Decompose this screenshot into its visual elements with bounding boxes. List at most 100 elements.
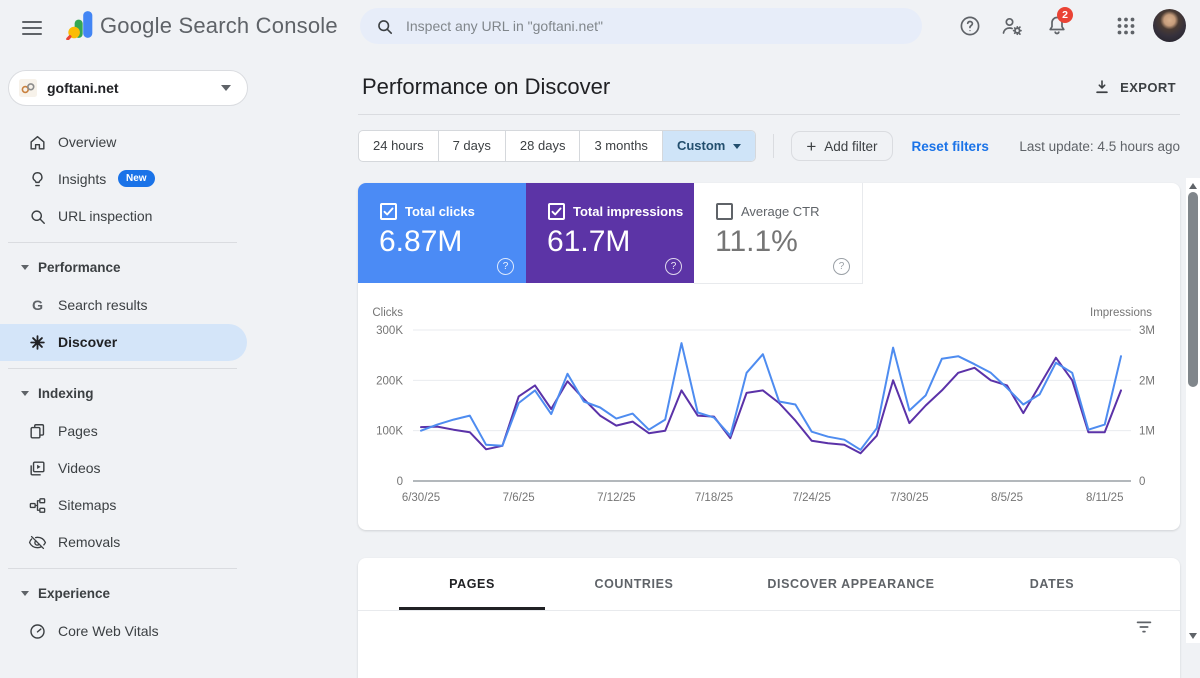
sidebar-item-url-inspection[interactable]: URL inspection — [0, 198, 260, 235]
property-favicon — [19, 79, 37, 97]
checkbox-checked-icon[interactable] — [380, 203, 397, 220]
sidebar-item-label: Removals — [58, 534, 121, 550]
sidebar-section-label: Indexing — [38, 386, 94, 401]
sidebar-item-label: Core Web Vitals — [58, 623, 159, 639]
menu-icon[interactable] — [22, 17, 42, 35]
svg-text:7/30/25: 7/30/25 — [890, 492, 928, 504]
metric-total-impressions[interactable]: Total impressions 61.7M ? — [526, 183, 694, 283]
metric-total-clicks[interactable]: Total clicks 6.87M ? — [358, 183, 526, 283]
checkbox-unchecked-icon[interactable] — [716, 203, 733, 220]
chevron-down-icon — [733, 143, 742, 149]
home-icon — [30, 135, 45, 150]
metric-label: Total impressions — [573, 204, 684, 219]
video-icon — [30, 461, 45, 476]
magnifier-icon — [31, 210, 45, 224]
search-console-logo-icon — [66, 11, 93, 40]
checkbox-checked-icon[interactable] — [548, 203, 565, 220]
metric-value: 6.87M — [379, 225, 463, 258]
performance-chart: 300K 3M 200K 2M 100K 1M 0 0 Clicks Impressions 6/3… — [372, 307, 1155, 504]
metric-value: 11.1% — [715, 225, 798, 258]
svg-text:8/11/25: 8/11/25 — [1086, 492, 1124, 504]
scrollbar-thumb[interactable] — [1188, 192, 1198, 387]
sidebar-section-label: Experience — [38, 586, 111, 601]
new-badge: New — [118, 170, 155, 187]
export-label: EXPORT — [1120, 79, 1176, 95]
sidebar-item-label: URL inspection — [58, 208, 153, 224]
export-button[interactable]: EXPORT — [1093, 78, 1176, 96]
property-selector[interactable]: goftani.net — [8, 70, 248, 106]
eye-off-icon — [28, 535, 47, 550]
scroll-down-arrow[interactable] — [1188, 633, 1197, 639]
sidebar-item-label: Discover — [58, 334, 118, 350]
tab-discover-appearance[interactable]: DISCOVER APPEARANCE — [767, 577, 935, 591]
sidebar-section-performance[interactable]: Performance — [0, 249, 260, 286]
date-range-custom-label: Custom — [676, 138, 726, 153]
dimensions-card: PAGES COUNTRIES DISCOVER APPEARANCE DATE… — [358, 558, 1180, 678]
add-filter-button[interactable]: + Add filter — [791, 131, 893, 161]
apps-grid-icon[interactable] — [1114, 14, 1138, 38]
date-range-selector: 24 hours 7 days 28 days 3 months Custom — [358, 130, 757, 162]
date-range-custom[interactable]: Custom — [662, 131, 756, 161]
chevron-down-icon — [21, 591, 29, 596]
metric-value: 61.7M — [547, 225, 631, 258]
sidebar-item-videos[interactable]: Videos — [0, 450, 260, 487]
metric-average-ctr[interactable]: Average CTR 11.1% ? — [694, 183, 863, 284]
chevron-down-icon — [21, 391, 29, 396]
sidebar-item-insights[interactable]: Insights New — [0, 161, 260, 198]
avatar[interactable] — [1153, 9, 1186, 42]
tab-dates[interactable]: DATES — [1029, 577, 1075, 591]
sidebar-item-overview[interactable]: Overview — [0, 124, 260, 161]
sidebar-item-sitemaps[interactable]: Sitemaps — [0, 487, 260, 524]
notification-badge: 2 — [1057, 7, 1073, 23]
add-filter-label: Add filter — [824, 138, 878, 154]
discover-asterisk-icon — [30, 335, 45, 350]
sidebar-divider — [8, 242, 237, 243]
sidebar-item-search-results[interactable]: G Search results — [0, 287, 260, 324]
help-circle-icon[interactable]: ? — [665, 258, 682, 275]
sidebar-item-discover[interactable]: Discover — [0, 324, 247, 361]
sidebar-section-experience[interactable]: Experience — [0, 575, 260, 612]
search-input[interactable] — [404, 17, 888, 35]
divider — [773, 134, 775, 158]
performance-chart-card: Total clicks 6.87M ? Total impressions 6… — [358, 183, 1180, 530]
gauge-icon — [30, 624, 45, 639]
help-circle-icon[interactable]: ? — [497, 258, 514, 275]
impressions-line — [420, 356, 1122, 455]
notifications-bell[interactable]: 2 — [1045, 7, 1073, 38]
svg-text:0: 0 — [1139, 476, 1145, 488]
svg-text:100K: 100K — [376, 426, 403, 438]
sidebar-item-pages[interactable]: Pages — [0, 413, 260, 450]
date-range-7-days[interactable]: 7 days — [439, 131, 506, 161]
svg-text:7/24/25: 7/24/25 — [793, 492, 831, 504]
property-name: goftani.net — [47, 80, 119, 96]
svg-text:G: G — [32, 298, 43, 314]
google-g-icon: G — [32, 298, 43, 314]
date-range-28-days[interactable]: 28 days — [506, 131, 581, 161]
sidebar-item-core-web-vitals[interactable]: Core Web Vitals — [0, 613, 260, 650]
svg-text:8/5/25: 8/5/25 — [991, 492, 1023, 504]
reset-filters-link[interactable]: Reset filters — [911, 138, 989, 154]
url-inspect-searchbar[interactable] — [360, 8, 922, 44]
sidebar-item-label: Overview — [58, 134, 117, 150]
user-settings-icon[interactable] — [1000, 14, 1024, 38]
sidebar-item-removals[interactable]: Removals — [0, 524, 260, 561]
svg-text:7/12/25: 7/12/25 — [597, 492, 635, 504]
app-header: Google Search Console 2 — [0, 0, 1200, 52]
filter-list-icon[interactable] — [1133, 616, 1155, 638]
scrollbar[interactable] — [1186, 178, 1200, 643]
date-range-24-hours[interactable]: 24 hours — [359, 131, 439, 161]
help-circle-icon[interactable]: ? — [833, 258, 850, 275]
sidebar-item-label: Videos — [58, 460, 101, 476]
sidebar-section-indexing[interactable]: Indexing — [0, 375, 260, 412]
filters-toolbar: 24 hours 7 days 28 days 3 months Custom … — [358, 130, 989, 162]
last-update-text: Last update: 4.5 hours ago — [1019, 139, 1180, 154]
tab-countries[interactable]: COUNTRIES — [594, 577, 674, 591]
date-range-3-months[interactable]: 3 months — [580, 131, 663, 161]
scroll-up-arrow[interactable] — [1188, 183, 1197, 189]
svg-text:1M: 1M — [1139, 426, 1155, 438]
help-icon[interactable] — [958, 14, 982, 38]
pages-icon — [30, 424, 45, 439]
tab-pages[interactable]: PAGES — [399, 558, 545, 610]
svg-text:7/6/25: 7/6/25 — [503, 492, 535, 504]
sidebar-section-label: Performance — [38, 260, 121, 275]
